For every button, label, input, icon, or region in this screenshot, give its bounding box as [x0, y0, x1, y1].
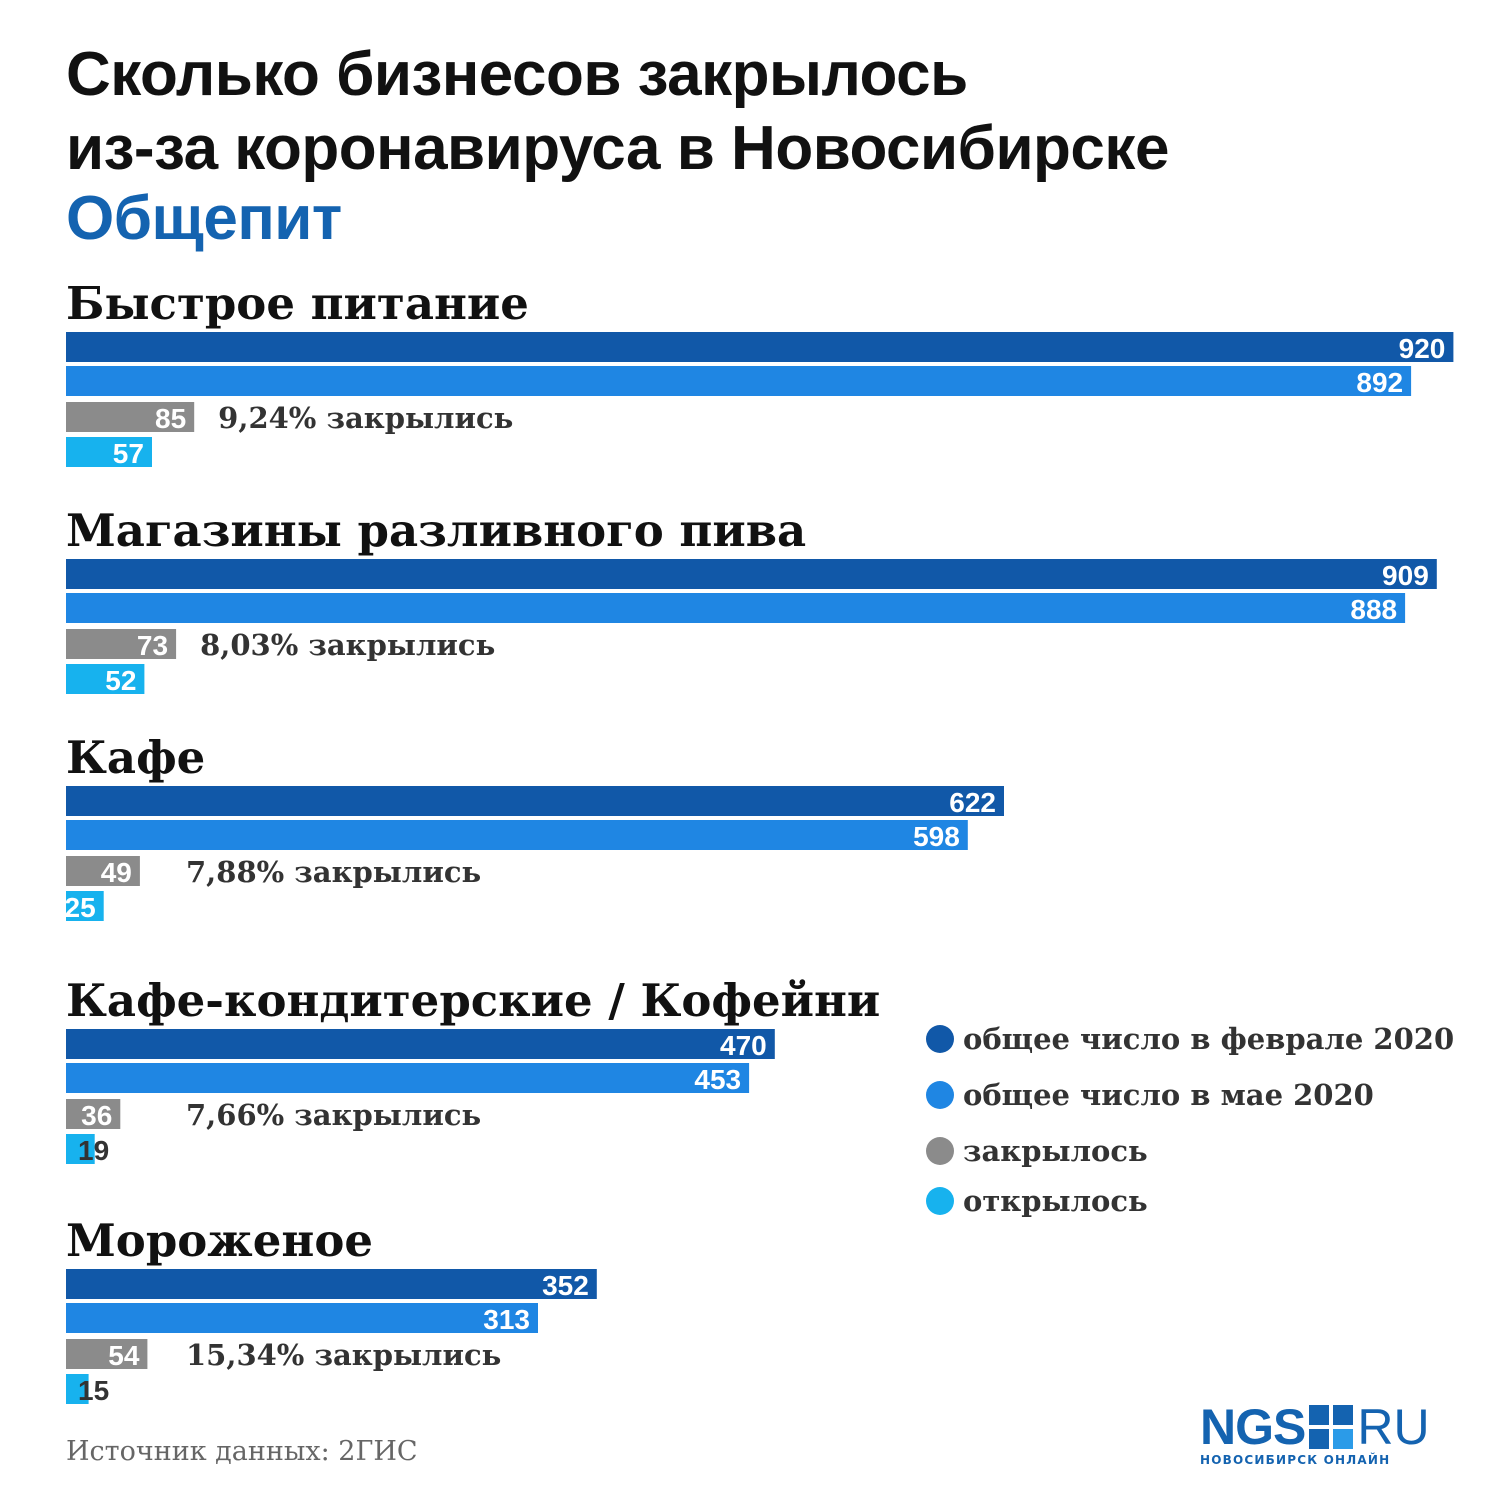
- legend-label-may: общее число в мае 2020: [963, 1078, 1374, 1112]
- data-label-opened: 52: [105, 665, 136, 696]
- bar-opened: [66, 1134, 95, 1164]
- data-label-may: 313: [483, 1304, 530, 1335]
- data-label-feb: 470: [720, 1030, 767, 1061]
- legend-marker-feb: [926, 1025, 954, 1053]
- bar-may: [66, 366, 1412, 396]
- data-label-feb: 622: [949, 787, 996, 818]
- closed-percent-label: 9,24% закрылись: [218, 401, 513, 435]
- logo-ngs-text: NGS: [1200, 1399, 1306, 1455]
- data-source-note: Источник данных: 2ГИС: [66, 1436, 418, 1467]
- chart-subtitle: Общепит: [66, 184, 342, 253]
- bar-feb: [66, 1269, 597, 1299]
- bar-closed: [66, 856, 140, 886]
- category-label: Магазины разливного пива: [66, 504, 806, 557]
- closed-percent-label: 8,03% закрылись: [200, 628, 495, 662]
- bar-feb: [66, 332, 1454, 362]
- bar-feb: [66, 559, 1437, 589]
- bar-may: [66, 820, 968, 850]
- data-label-opened: 19: [78, 1135, 109, 1166]
- category-label: Кафе: [66, 731, 205, 784]
- data-label-may: 892: [1356, 367, 1403, 398]
- data-label-feb: 352: [542, 1270, 589, 1301]
- data-label-opened: 57: [113, 438, 144, 469]
- category-label: Быстрое питание: [66, 277, 529, 330]
- data-label-closed: 73: [137, 630, 168, 661]
- legend-marker-closed: [926, 1137, 954, 1165]
- ngs-logo: NGS RU НОВОСИБИРСК ОНЛАЙН: [1200, 1399, 1460, 1468]
- closed-percent-label: 15,34% закрылись: [186, 1338, 501, 1372]
- data-label-closed: 85: [155, 403, 186, 434]
- bar-closed: [66, 1099, 121, 1129]
- data-label-closed: 54: [108, 1340, 140, 1371]
- data-label-may: 453: [694, 1064, 741, 1095]
- data-label-feb: 909: [1382, 560, 1429, 591]
- legend-marker-may: [926, 1081, 954, 1109]
- bar-opened: [66, 664, 145, 694]
- bar-closed: [66, 1339, 148, 1369]
- bar-may: [66, 1303, 538, 1333]
- logo-tagline: НОВОСИБИРСК ОНЛАЙН: [1200, 1453, 1391, 1467]
- bar-opened: [66, 437, 152, 467]
- bar-opened: [66, 1374, 89, 1404]
- data-label-closed: 49: [101, 857, 132, 888]
- legend-label-opened: открылось: [963, 1184, 1148, 1218]
- logo-ru-text: RU: [1357, 1399, 1430, 1455]
- closed-percent-label: 7,88% закрылись: [186, 855, 481, 889]
- legend-label-feb: общее число в феврале 2020: [963, 1022, 1455, 1056]
- bar-may: [66, 593, 1406, 623]
- closed-percent-label: 7,66% закрылись: [186, 1098, 481, 1132]
- legend-label-closed: закрылось: [963, 1134, 1148, 1168]
- category-label: Кафе-кондитерские / Кофейни: [66, 974, 880, 1027]
- logo-square-icon: [1309, 1405, 1354, 1449]
- legend-marker-opened: [926, 1187, 954, 1215]
- legend-item-may: общее число в мае 2020: [926, 1078, 1374, 1112]
- legend-item-feb: общее число в феврале 2020: [926, 1022, 1454, 1056]
- bar-feb: [66, 786, 1004, 816]
- data-label-closed: 36: [81, 1100, 112, 1131]
- bar-closed: [66, 402, 195, 432]
- chart-title-line-2: из-за коронавируса в Новосибирске: [66, 114, 1169, 183]
- data-label-opened: 15: [78, 1375, 109, 1406]
- legend-item-opened: открылось: [926, 1184, 1148, 1218]
- category-label: Мороженое: [66, 1214, 373, 1267]
- chart-title-line-1: Сколько бизнесов закрылось: [66, 40, 968, 109]
- legend-item-closed: закрылось: [926, 1134, 1148, 1168]
- bar-opened: [66, 891, 104, 921]
- data-label-opened: 25: [65, 892, 96, 923]
- bar-closed: [66, 629, 177, 659]
- data-label-feb: 920: [1399, 333, 1446, 364]
- bar-may: [66, 1063, 750, 1093]
- bar-feb: [66, 1029, 775, 1059]
- data-label-may: 598: [913, 821, 960, 852]
- data-label-may: 888: [1350, 594, 1397, 625]
